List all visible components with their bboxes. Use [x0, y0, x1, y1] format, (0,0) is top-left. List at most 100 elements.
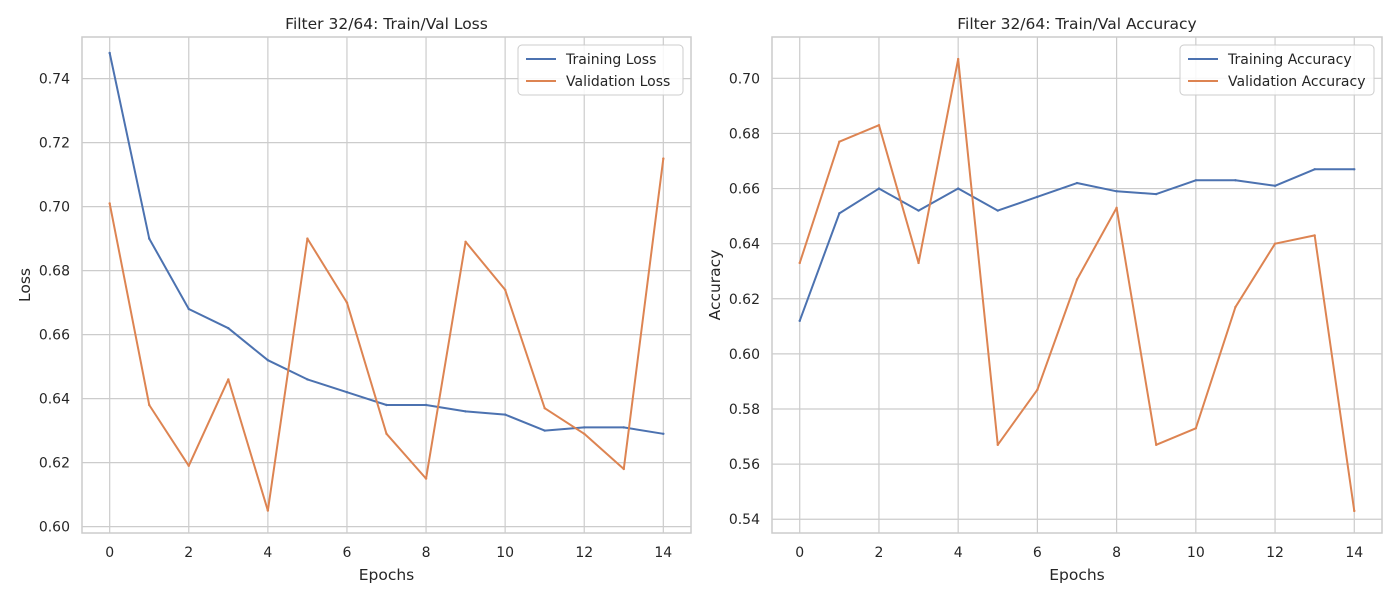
x-tick-label: 14	[1345, 545, 1363, 561]
y-tick-label: 0.70	[729, 71, 760, 87]
training-accuracy-point	[1155, 192, 1158, 196]
x-tick-label: 4	[954, 545, 963, 561]
accuracy-chart: 0 2 4 6 8 10 12 14 0.54 0.56 0.58 0.60 0.62 0.64 0.66 0…	[706, 15, 1383, 584]
training-accuracy-point	[1036, 195, 1039, 199]
validation-accuracy-point	[1075, 278, 1079, 281]
y-axis-label: Accuracy	[706, 250, 724, 321]
validation-loss-point	[266, 509, 270, 512]
x-tick-label: 2	[184, 545, 193, 561]
y-tick-label: 0.74	[39, 72, 70, 88]
training-loss-point	[622, 426, 625, 429]
training-loss-point	[583, 426, 586, 429]
training-accuracy-point	[917, 209, 920, 212]
training-loss-point	[385, 403, 388, 407]
training-loss-point	[662, 432, 665, 435]
validation-loss-point	[108, 202, 111, 205]
y-tick-label: 0.60	[729, 347, 760, 363]
plot-frame	[771, 36, 1383, 534]
validation-loss-point	[148, 403, 151, 407]
y-axis-label: Loss	[16, 268, 34, 302]
training-accuracy-point	[1075, 181, 1079, 185]
validation-accuracy-point	[917, 261, 920, 265]
x-tick-label: 6	[342, 545, 351, 561]
training-accuracy-point	[1313, 168, 1316, 171]
validation-loss-point	[424, 477, 428, 480]
x-tick-label: 8	[1112, 545, 1121, 561]
validation-loss-point	[622, 467, 625, 471]
training-loss-point	[266, 359, 270, 362]
legend-label: Training Accuracy	[1227, 52, 1352, 68]
y-tick-label: 0.62	[39, 456, 70, 472]
validation-accuracy-point	[1313, 234, 1316, 237]
validation-accuracy-point	[1115, 206, 1118, 210]
loss-chart: 0 2 4 6 8 10 12 14 0.60 0.62 0.64 0.66 0.68 0.70 0.72 0…	[16, 15, 692, 584]
training-loss-point	[148, 237, 151, 240]
x-tick-label: 6	[1033, 545, 1042, 561]
training-accuracy-point	[1234, 179, 1237, 182]
validation-accuracy-point	[1234, 305, 1237, 309]
y-tick-label: 0.62	[729, 292, 760, 308]
training-loss-point	[227, 327, 230, 330]
legend-label: Validation Loss	[566, 74, 670, 90]
training-accuracy-point	[877, 187, 881, 190]
validation-loss-point	[543, 407, 546, 410]
training-accuracy-point	[1115, 190, 1118, 193]
validation-accuracy-point	[956, 57, 960, 61]
plot-area	[82, 37, 691, 533]
validation-loss-point	[385, 432, 388, 435]
training-loss-point	[187, 307, 190, 311]
validation-accuracy-point	[1194, 427, 1198, 430]
training-accuracy-point	[798, 319, 801, 323]
x-tick-label: 14	[654, 545, 672, 561]
validation-accuracy-point	[1273, 242, 1277, 245]
training-loss-point	[108, 51, 111, 55]
validation-loss-point	[662, 157, 665, 160]
training-loss-point	[543, 429, 546, 432]
training-loss-point	[464, 410, 467, 413]
validation-accuracy-point	[1155, 443, 1158, 447]
training-accuracy-point	[1353, 168, 1356, 171]
y-tick-label: 0.54	[729, 512, 760, 528]
y-tick-label: 0.58	[729, 402, 760, 418]
y-tick-label: 0.56	[729, 457, 760, 473]
legend: Training Accuracy Validation Accuracy	[1179, 44, 1375, 96]
legend-label: Training Loss	[565, 52, 656, 68]
x-axis-label: Epochs	[359, 566, 415, 584]
validation-accuracy-point	[996, 443, 999, 447]
legend-box	[517, 44, 684, 96]
x-tick-label: 12	[575, 545, 593, 561]
training-accuracy-point	[838, 212, 841, 215]
training-accuracy-point	[996, 209, 999, 212]
legend: Training Loss Validation Loss	[517, 44, 684, 96]
y-tick-label: 0.64	[39, 392, 70, 408]
plot-area	[772, 37, 1382, 533]
validation-loss-point	[227, 378, 230, 381]
y-tick-label: 0.60	[39, 520, 70, 536]
validation-loss-point	[503, 288, 507, 291]
validation-loss-point	[464, 240, 467, 243]
training-accuracy-point	[956, 187, 960, 190]
plot-frame	[81, 36, 692, 534]
x-tick-label: 10	[496, 545, 514, 561]
y-tick-label: 0.70	[39, 200, 70, 216]
validation-accuracy-point	[1036, 388, 1039, 391]
validation-loss-point	[187, 464, 190, 467]
x-axis-label: Epochs	[1049, 566, 1105, 584]
validation-loss-point	[345, 301, 349, 304]
training-accuracy-point	[1194, 179, 1198, 182]
x-tick-label: 4	[263, 545, 272, 561]
validation-loss-point	[306, 237, 309, 240]
y-tick-label: 0.66	[729, 182, 760, 198]
validation-accuracy-point	[877, 123, 881, 127]
x-tick-label: 0	[105, 545, 114, 561]
y-tick-label: 0.68	[729, 126, 760, 142]
chart-title: Filter 32/64: Train/Val Accuracy	[957, 15, 1196, 33]
validation-loss-point	[583, 432, 586, 435]
x-tick-label: 2	[874, 545, 883, 561]
training-loss-point	[345, 391, 349, 394]
validation-accuracy-point	[798, 261, 801, 265]
training-loss-point	[424, 403, 428, 407]
validation-accuracy-point	[838, 140, 841, 143]
y-tick-label: 0.68	[39, 264, 70, 280]
